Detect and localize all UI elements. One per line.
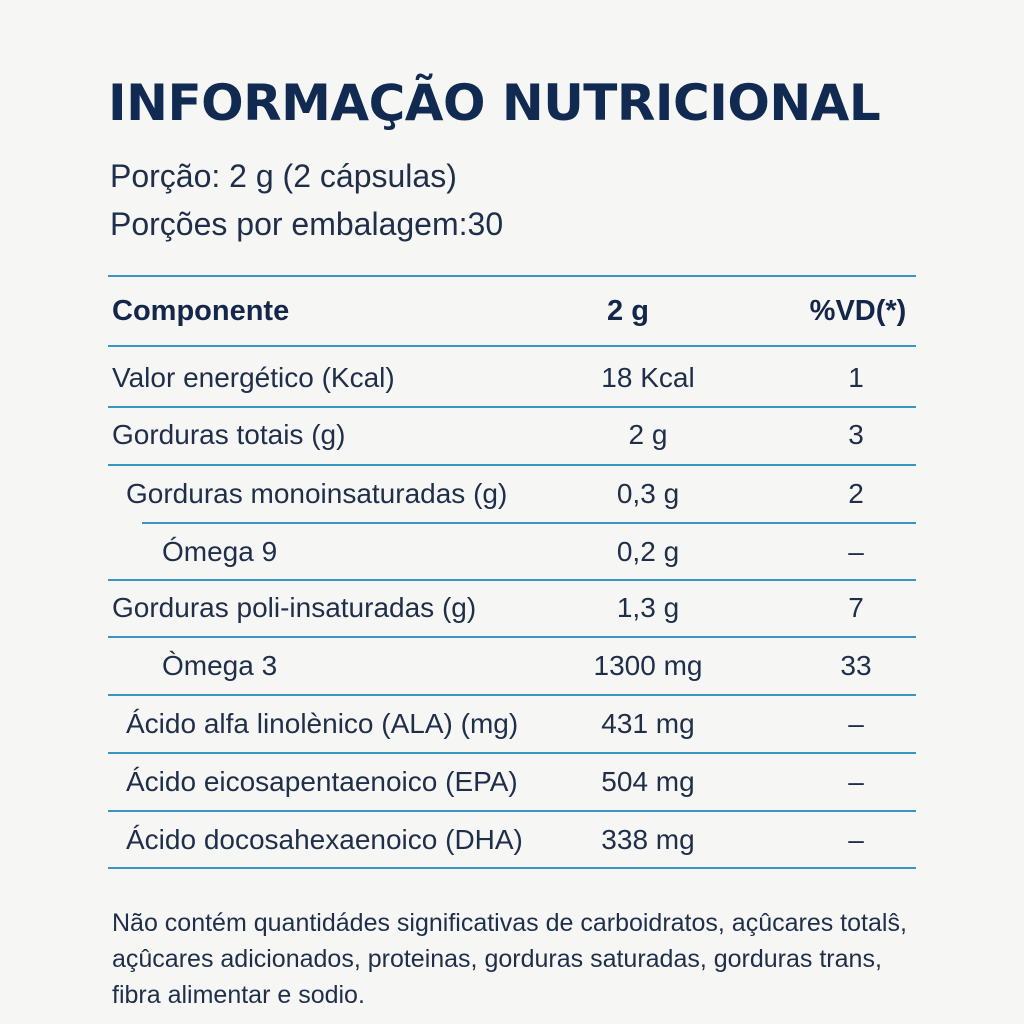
serving-size: Porção: 2 g (2 cápsulas) [110, 158, 457, 194]
row-daily-value: – [848, 824, 864, 855]
table-row: Gorduras poli-insaturadas (g) 1,3 g 7 [108, 579, 916, 637]
header-daily-value: %VD(*) [809, 295, 907, 327]
table-rule [108, 345, 916, 347]
table-row: Ácido eicosapentaenoico (EPA) 504 mg – [108, 753, 916, 811]
row-daily-value: 33 [840, 650, 872, 681]
servings-per-package: Porções por embalagem:30 [110, 206, 504, 242]
table-row: Ácido docosahexaenoico (DHA) 338 mg – [108, 811, 916, 869]
table-rule [142, 522, 916, 524]
table-row: Ácido alfa linolènico (ALA) (mg) 431 mg … [108, 695, 916, 753]
row-daily-value: 7 [848, 592, 864, 623]
table-bottom-rule [108, 867, 916, 869]
footnote: Não contém quantidádes significativas de… [112, 909, 907, 1009]
table-row: Gorduras monoinsaturadas (g) 0,3 g 2 [108, 465, 916, 523]
table-rule [108, 752, 916, 754]
table-row: Òmega 3 1300 mg 33 [108, 637, 916, 695]
row-name: Ácido eicosapentaenoico (EPA) [126, 766, 518, 797]
row-daily-value: – [848, 766, 864, 797]
row-amount: 1,3 g [616, 592, 680, 623]
row-name: Valor energético (Kcal) [112, 362, 395, 393]
table-header-row: Componente 2 g %VD(*) [108, 275, 916, 345]
row-amount: 338 mg [601, 824, 695, 855]
row-name: Ómega 9 [162, 536, 278, 567]
row-amount: 504 mg [601, 766, 695, 797]
table-rule [108, 464, 916, 466]
table-row: Ómega 9 0,2 g – [108, 523, 916, 581]
row-amount: 18 Kcal [601, 362, 695, 393]
row-amount: 431 mg [601, 708, 695, 739]
row-daily-value: 3 [848, 419, 864, 450]
table-rule [108, 579, 916, 581]
table-row: Valor energético (Kcal) 18 Kcal 1 [108, 349, 916, 407]
row-name: Ácido alfa linolènico (ALA) (mg) [126, 708, 519, 739]
row-amount: 2 g [628, 419, 668, 450]
row-name: Gorduras monoinsaturadas (g) [126, 478, 508, 509]
header-amount: 2 g [607, 295, 649, 327]
row-daily-value: – [848, 536, 864, 567]
row-amount: 0,2 g [616, 536, 680, 567]
table-rule [108, 810, 916, 812]
table-row: Gorduras totais (g) 2 g 3 [108, 406, 916, 464]
row-name: Gorduras totais (g) [112, 419, 346, 450]
table-rule [108, 636, 916, 638]
row-amount: 1300 mg [593, 650, 703, 681]
table-rule [108, 406, 916, 408]
row-daily-value: – [848, 708, 864, 739]
row-name: Gorduras poli-insaturadas (g) [112, 592, 477, 623]
row-name: Òmega 3 [162, 650, 278, 681]
table-rule [108, 694, 916, 696]
row-daily-value: 1 [848, 362, 864, 393]
table-top-rule [108, 275, 916, 277]
header-component: Componente [112, 295, 290, 327]
row-name: Ácido docosahexaenoico (DHA) [126, 824, 523, 855]
label-title: INFORMAÇÃO NUTRICIONAL [108, 74, 881, 132]
row-amount: 0,3 g [616, 478, 680, 509]
row-daily-value: 2 [848, 478, 864, 509]
